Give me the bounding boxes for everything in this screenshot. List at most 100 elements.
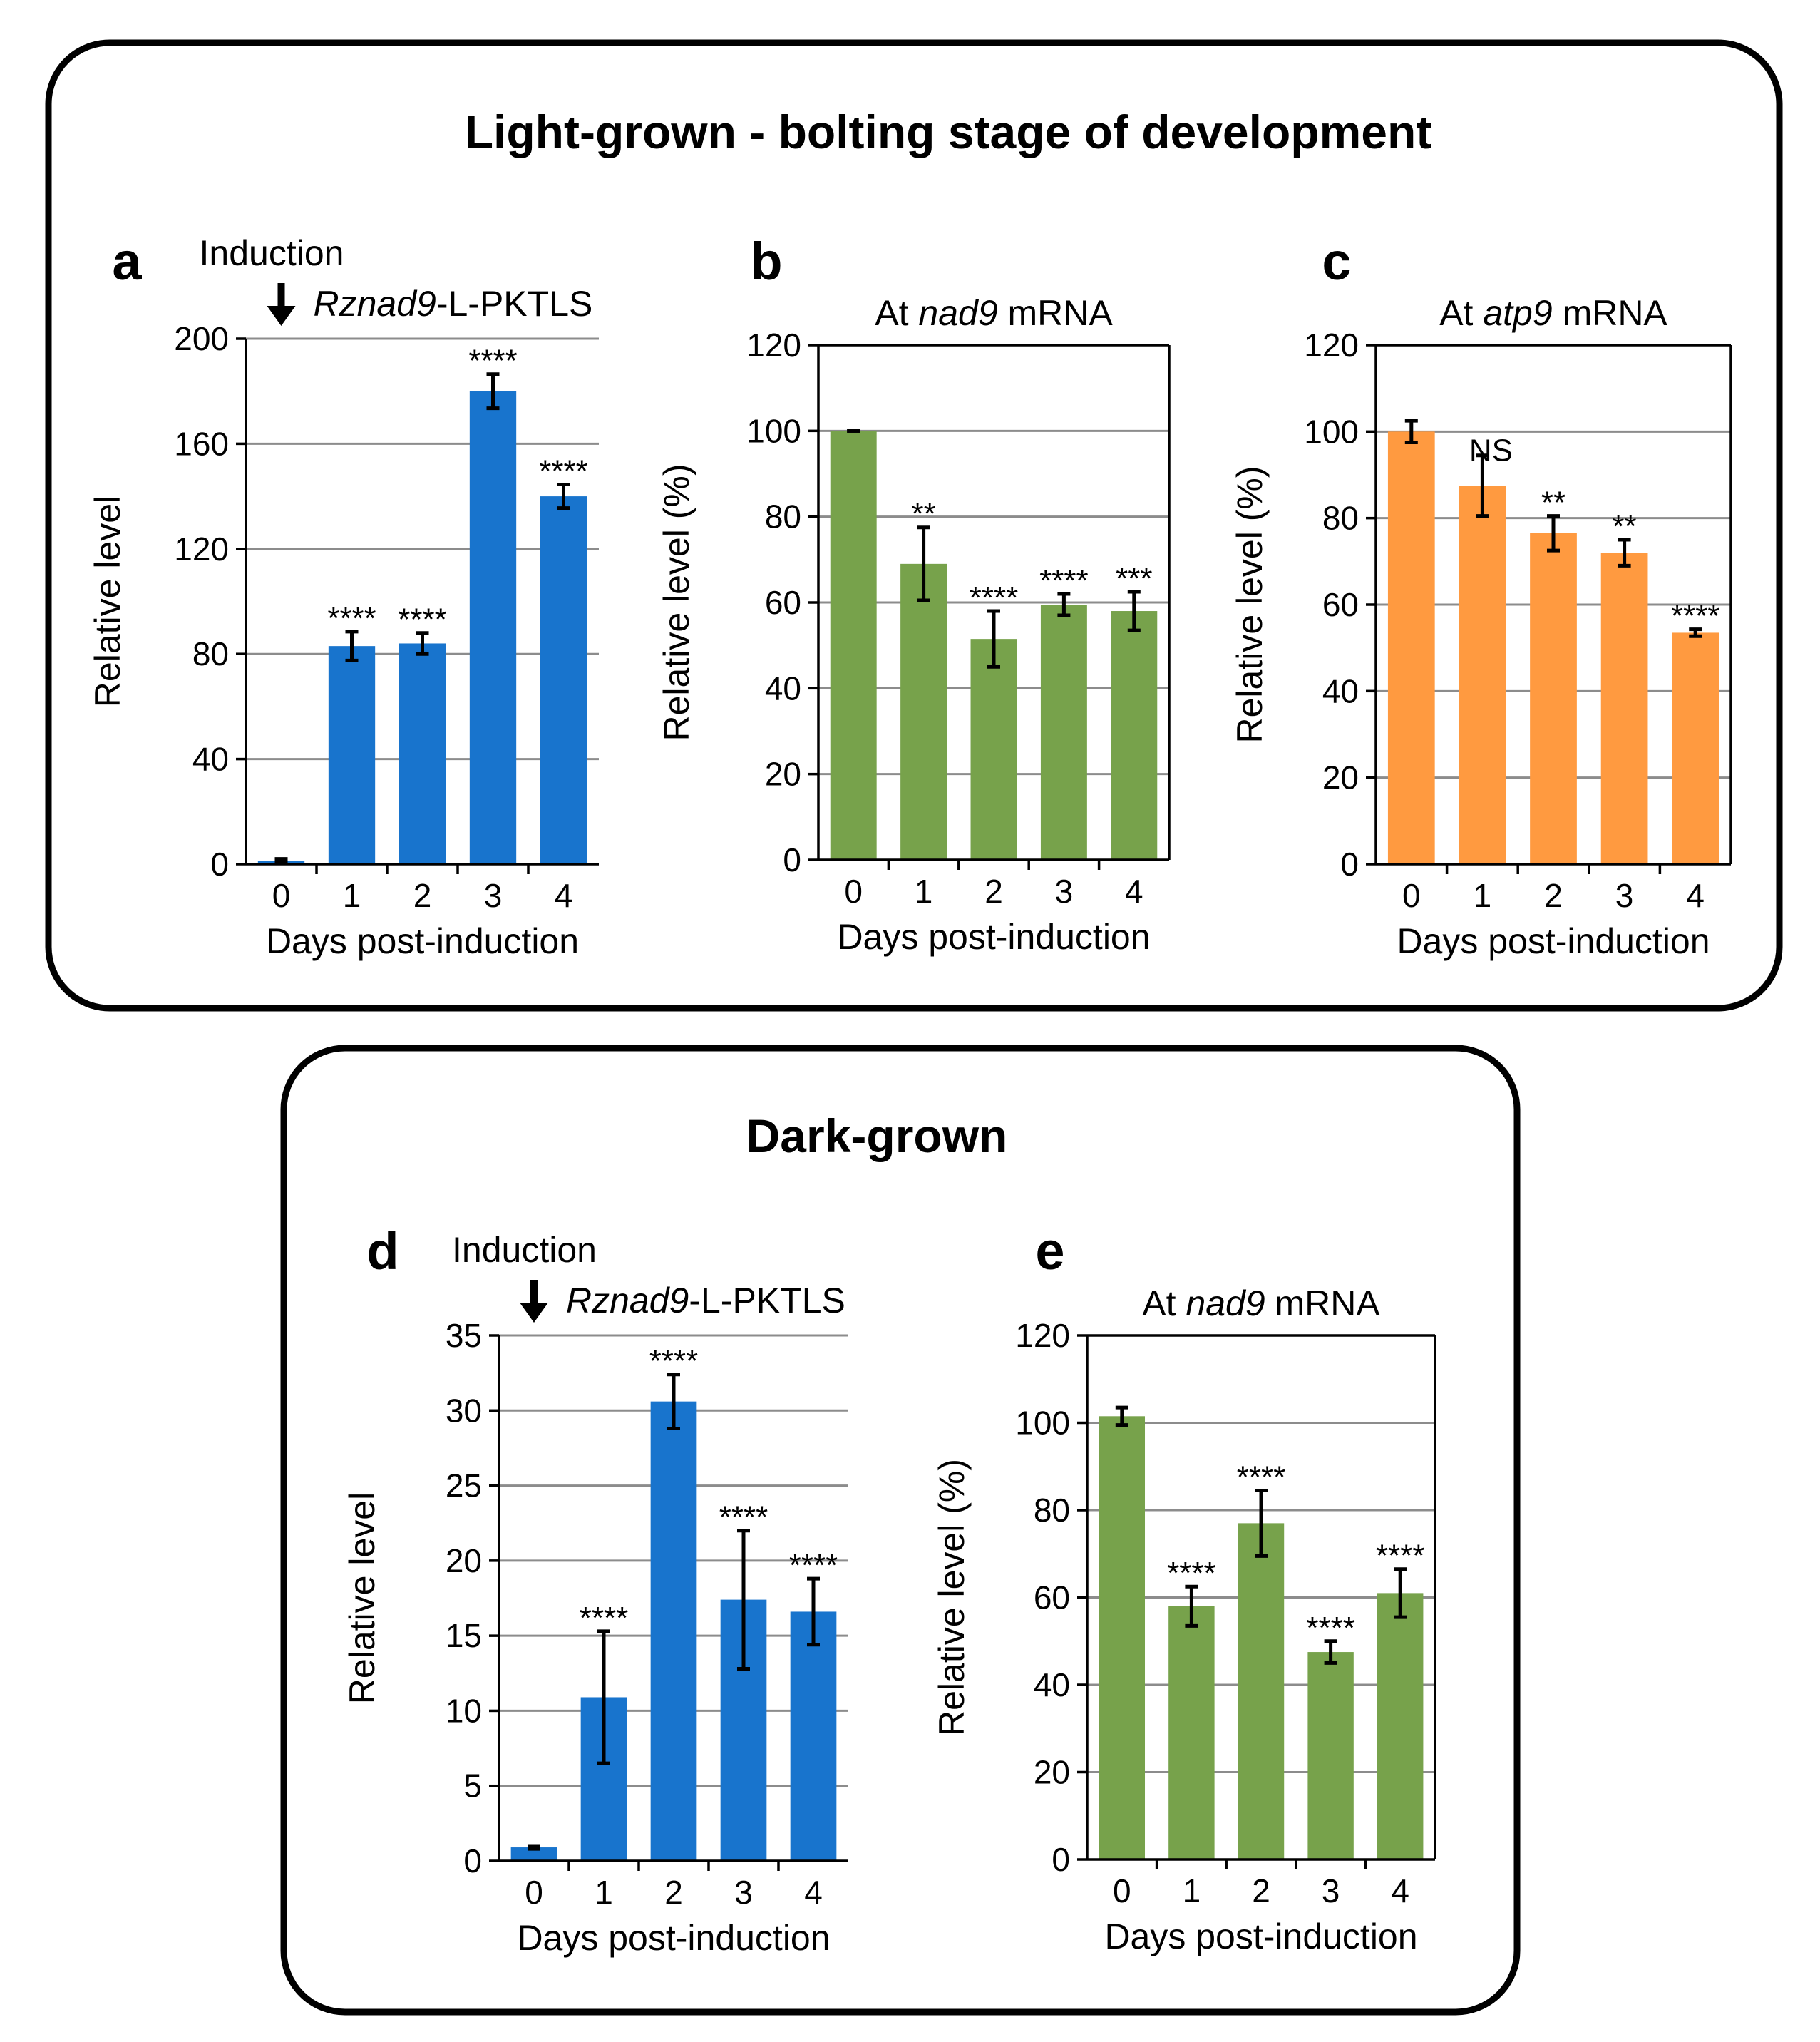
x-tick-label: 3 (1322, 1872, 1340, 1909)
bar (1459, 486, 1506, 864)
x-tick-label: 4 (1391, 1872, 1409, 1909)
chart-panel-a: 0 40 80 120 160 200 0 **** 1 **** 2 **** 3 **** 4 Days … (88, 232, 599, 961)
y-tick-label: 0 (1052, 1841, 1070, 1878)
bar (1040, 605, 1087, 860)
y-tick-label: 0 (1340, 846, 1359, 883)
y-tick-label: 120 (1015, 1317, 1070, 1354)
x-tick-label: 3 (1055, 873, 1074, 910)
x-tick-label: 0 (272, 877, 291, 914)
y-tick-label: 20 (765, 756, 801, 793)
y-tick-label: 25 (446, 1467, 482, 1504)
significance-label: **** (719, 1500, 768, 1535)
y-tick-label: 60 (1034, 1579, 1070, 1616)
chart-panel-b: 0 20 40 60 80 100 120 0 ** 1 **** 2 **** 3 *** 4 Days po… (657, 232, 1171, 957)
x-axis-label: Days post-induction (837, 917, 1150, 957)
significance-label: **** (539, 454, 588, 489)
y-tick-label: 60 (765, 584, 801, 621)
significance-label: **** (1306, 1611, 1355, 1646)
significance-label: ** (1541, 486, 1565, 520)
bar (1600, 553, 1648, 864)
y-tick-label: 40 (192, 741, 229, 778)
bar (1307, 1652, 1354, 1859)
x-tick-label: 0 (844, 873, 863, 910)
panel-letter: b (750, 232, 782, 291)
x-tick-label: 4 (1125, 873, 1143, 910)
bar (1377, 1593, 1424, 1859)
y-tick-label: 120 (1304, 327, 1359, 364)
y-tick-label: 5 (463, 1767, 482, 1805)
y-tick-label: 0 (463, 1842, 482, 1879)
bar (970, 639, 1017, 860)
significance-label: ** (911, 497, 935, 532)
bar (1672, 632, 1719, 864)
x-tick-label: 4 (804, 1874, 823, 1911)
y-tick-label: 20 (446, 1542, 482, 1579)
bar (1530, 533, 1577, 864)
x-tick-label: 2 (413, 877, 432, 914)
significance-label: **** (649, 1344, 699, 1379)
y-axis-label: Relative level (%) (1230, 466, 1270, 743)
x-tick-label: 3 (734, 1874, 753, 1911)
significance-label: **** (1376, 1539, 1425, 1574)
chart-panel-d: 0 5 10 15 20 25 30 35 0 **** 1 **** 2 **** 3 **** 4 Days … (342, 1221, 848, 1958)
bar (540, 496, 587, 864)
y-tick-label: 80 (765, 498, 801, 535)
y-tick-label: 10 (446, 1692, 482, 1729)
x-tick-label: 1 (1183, 1872, 1201, 1909)
x-tick-label: 1 (343, 877, 361, 914)
bar (469, 391, 517, 864)
x-tick-label: 3 (484, 877, 503, 914)
chart-title: At nad9 mRNA (875, 293, 1113, 333)
y-tick-label: 120 (746, 327, 801, 364)
chart-panel-c: 0 20 40 60 80 100 120 0 NS 1 ** 2 ** 3 **** 4 Days post-… (1230, 232, 1732, 961)
bar (1387, 431, 1435, 864)
x-tick-label: 0 (525, 1874, 543, 1911)
significance-label: **** (398, 602, 447, 637)
y-axis-label: Relative level (%) (657, 463, 696, 741)
y-tick-label: 100 (1304, 413, 1359, 450)
y-tick-label: 200 (174, 320, 229, 357)
y-tick-label: 80 (1034, 1492, 1070, 1529)
panel-letter: a (112, 232, 142, 291)
significance-label: **** (580, 1601, 629, 1636)
y-tick-label: 80 (192, 635, 229, 672)
significance-label: **** (1237, 1459, 1286, 1494)
y-axis-label: Relative level (342, 1492, 382, 1704)
bar (1111, 611, 1158, 860)
bar (790, 1611, 837, 1861)
x-axis-label: Days post-induction (266, 921, 579, 961)
chart-title: At nad9 mRNA (1142, 1283, 1380, 1323)
x-tick-label: 2 (664, 1874, 683, 1911)
induction-label: Induction (200, 233, 344, 273)
y-tick-label: 100 (1015, 1405, 1070, 1442)
x-tick-label: 1 (595, 1874, 613, 1911)
arrow-down-icon (267, 283, 296, 326)
significance-label: **** (970, 580, 1019, 615)
y-tick-label: 30 (446, 1392, 482, 1429)
construct-label: Rznad9-L-PKTLS (314, 284, 593, 324)
light-grown-frame (45, 39, 1783, 1012)
x-axis-label: Days post-induction (1397, 921, 1710, 961)
x-tick-label: 1 (915, 873, 933, 910)
bar (650, 1401, 697, 1861)
y-tick-label: 40 (765, 669, 801, 707)
significance-label: **** (789, 1548, 838, 1583)
y-tick-label: 120 (174, 530, 229, 568)
induction-label: Induction (452, 1230, 597, 1270)
y-tick-label: 0 (210, 846, 229, 883)
bar (328, 646, 376, 864)
y-tick-label: 60 (1322, 586, 1359, 623)
x-tick-label: 1 (1474, 877, 1492, 914)
bar (1099, 1416, 1146, 1859)
panel-letter: d (366, 1221, 399, 1281)
dark-grown-frame (280, 1045, 1521, 2016)
dark-grown-title: Dark-grown (746, 1109, 1008, 1162)
x-tick-label: 4 (1686, 877, 1705, 914)
x-tick-label: 2 (1544, 877, 1563, 914)
x-tick-label: 0 (1113, 1872, 1131, 1909)
y-tick-label: 0 (783, 841, 801, 878)
x-tick-label: 0 (1402, 877, 1421, 914)
x-tick-label: 2 (984, 873, 1003, 910)
light-grown-title: Light-grown - bolting stage of developme… (465, 106, 1432, 158)
x-tick-label: 4 (555, 877, 573, 914)
